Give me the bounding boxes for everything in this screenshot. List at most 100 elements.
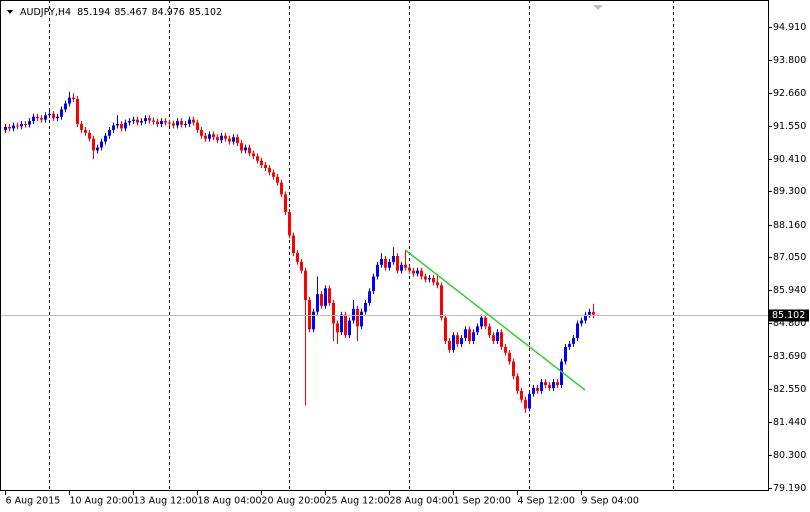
candle-body	[264, 165, 267, 169]
candle-body	[188, 119, 191, 125]
candle-body	[304, 270, 307, 300]
candle-body	[588, 311, 591, 315]
candle-body	[392, 255, 395, 262]
candle-body	[268, 168, 271, 173]
candle-body	[360, 311, 363, 327]
candle-body	[244, 147, 247, 151]
candle-body	[116, 124, 119, 126]
y-tick-label: 90.410	[773, 154, 806, 165]
candle-body	[156, 121, 159, 125]
candle-body	[576, 323, 579, 339]
candle-body	[372, 276, 375, 292]
x-tick-label: 9 Sep 04:00	[582, 496, 639, 507]
candle-body	[272, 172, 275, 177]
candle-body	[388, 261, 391, 268]
candle-body	[324, 288, 327, 306]
candle-body	[468, 329, 471, 342]
candle-body	[492, 335, 495, 342]
price-label-box	[769, 309, 809, 322]
candle-body	[104, 135, 107, 142]
candle-body	[532, 387, 535, 394]
candle-body	[20, 124, 23, 127]
candle-body	[556, 382, 559, 386]
candle-body	[140, 121, 143, 123]
candle-body	[288, 212, 291, 236]
candle-body	[344, 314, 347, 336]
candle-body	[368, 291, 371, 303]
candle-body	[76, 99, 79, 125]
candle-body	[80, 124, 83, 130]
candle-body	[48, 113, 51, 116]
candle-body	[152, 120, 155, 122]
candle-body	[404, 264, 407, 268]
y-tick-label: 81.440	[773, 417, 806, 428]
candle-body	[568, 343, 571, 347]
high: 85.467	[114, 7, 147, 18]
candle-body	[52, 113, 55, 119]
candle-body	[284, 194, 287, 213]
candle-body	[412, 270, 415, 274]
candle-body	[572, 338, 575, 344]
y-tick-label: 94.910	[773, 22, 806, 33]
candle-body	[292, 235, 295, 254]
candle-body	[68, 97, 71, 104]
candle-body	[348, 320, 351, 336]
open: 85.194	[77, 7, 110, 18]
y-tick-label: 82.550	[773, 384, 806, 395]
x-tick-label: 20 Aug 20:00	[262, 496, 326, 507]
candle-body	[256, 156, 259, 161]
candle-body	[184, 124, 187, 126]
candle-body	[432, 277, 435, 283]
candle-body	[500, 332, 503, 347]
candle-body	[312, 311, 315, 330]
candle-body	[440, 285, 443, 318]
candle-body	[32, 116, 35, 122]
plot-area	[0, 0, 768, 490]
candle-body	[164, 121, 167, 123]
candle-body	[340, 314, 343, 333]
candle-body	[236, 137, 239, 144]
candle-body	[12, 125, 15, 129]
candle-body	[484, 317, 487, 327]
x-tick-label: 13 Aug 12:00	[134, 496, 198, 507]
candle-body	[248, 147, 251, 154]
candle-body	[228, 138, 231, 142]
candle-body	[240, 143, 243, 151]
candle-body	[544, 382, 547, 386]
chart-header: AUDJPY,H4 85.194 85.467 84.976 85.102	[20, 7, 222, 18]
candle-body	[504, 346, 507, 353]
candle-body	[132, 119, 135, 122]
candle-body	[40, 118, 43, 120]
candle-body	[196, 122, 199, 130]
candle-body	[496, 332, 499, 342]
candle-body	[424, 276, 427, 280]
candle-body	[172, 123, 175, 126]
candle-body	[564, 346, 567, 362]
price-label: 85.102	[772, 310, 805, 321]
candle-body	[96, 147, 99, 151]
candle-body	[220, 135, 223, 141]
x-tick-label: 4 Sep 12:00	[518, 496, 575, 507]
candle-body	[16, 125, 19, 127]
candle-body	[208, 134, 211, 139]
candle-body	[92, 138, 95, 151]
candle-body	[384, 258, 387, 268]
candle-body	[552, 382, 555, 388]
candle-body	[224, 135, 227, 139]
candle-body	[8, 126, 11, 129]
candle-body	[416, 270, 419, 274]
y-tick-label: 85.940	[773, 285, 806, 296]
candle-body	[472, 332, 475, 342]
candle-body	[160, 121, 163, 125]
candle-body	[4, 126, 7, 130]
candle-body	[464, 329, 467, 339]
candle-body	[452, 335, 455, 350]
x-tick-label: 18 Aug 04:00	[198, 496, 262, 507]
candle-body	[320, 294, 323, 306]
shift-marker	[593, 5, 603, 10]
candle-body	[352, 308, 355, 321]
candle-body	[460, 338, 463, 344]
candle-body	[436, 282, 439, 286]
candle-body	[428, 277, 431, 280]
